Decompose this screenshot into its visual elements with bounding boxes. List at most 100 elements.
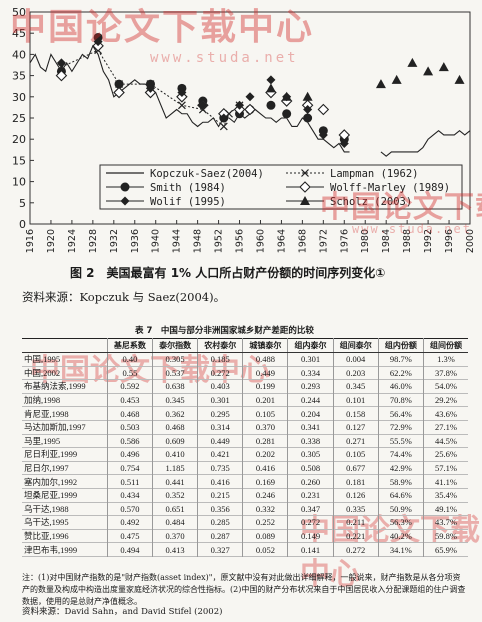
table-cell: 0.449 xyxy=(242,366,288,380)
table-cell: 40.2% xyxy=(377,529,424,543)
legend-swatch-marker xyxy=(300,196,310,205)
table-row-label: 中国,1995 xyxy=(24,354,61,365)
table-row: 乌干达,1988 0.570 0.651 0.356 0.332 0.347 0.335 50… xyxy=(22,502,468,516)
y-tick-label: 35 xyxy=(12,70,26,83)
table-cell: 1.185 xyxy=(151,461,198,475)
table-cell: 0.416 xyxy=(242,461,288,475)
chart-axes: 0 5 10 15 20 25 30 35 40 45 50 1916 1920 1924 1928 1932… xyxy=(12,6,476,253)
table-cell: 0.494 xyxy=(106,542,153,557)
comparison-table: 基尼系数 泰尔指数 农村泰尔 城镇泰尔 组内泰尔 组间泰尔 组内份额 组间份额 中国,1995… xyxy=(22,338,468,557)
x-marker-stroke xyxy=(301,169,309,177)
table-cell: 0.231 xyxy=(287,488,334,503)
table-header-cell: 基尼系数 xyxy=(106,338,153,353)
watermark-url: www.studa.net xyxy=(150,50,299,66)
data-point-wolff-marley xyxy=(55,69,68,82)
x-tick-label: 1924 xyxy=(67,229,78,253)
data-point-wolff xyxy=(235,100,245,110)
table-cell: 0.362 xyxy=(151,406,198,421)
table-row-label: 布基纳法索,1999 xyxy=(24,381,86,392)
y-tick-label: 15 xyxy=(12,154,26,167)
table-cell: 0.221 xyxy=(332,529,379,543)
table-cell: 0.338 xyxy=(287,434,334,448)
table-cell: 0.314 xyxy=(197,420,243,435)
table-row-label: 马达加斯加,1997 xyxy=(24,422,86,433)
table-cell: 0.370 xyxy=(151,529,198,543)
table-cell: 0.492 xyxy=(106,515,153,530)
figure-source: 资料来源：Kopczuk 与 Saez(2004)。 xyxy=(22,290,226,304)
table-cell: 0.149 xyxy=(287,529,334,543)
table-cell: 0.203 xyxy=(332,366,379,380)
data-point-smith xyxy=(303,113,313,123)
table-cell: 43.7% xyxy=(422,515,468,530)
table-header-cell: 组间泰尔 xyxy=(332,338,379,353)
series-line-kopczuk-saez xyxy=(29,44,350,153)
data-point-wolff xyxy=(177,88,187,98)
table-cell: 0.347 xyxy=(287,502,334,516)
x-tick-label: 1968 xyxy=(297,229,308,253)
table-cell: 44.5% xyxy=(422,434,468,448)
table-cell: 0.335 xyxy=(332,502,379,516)
table-cell: 0.421 xyxy=(197,447,243,462)
data-point-scholz xyxy=(407,57,418,67)
table-row-label: 尼日尔,1997 xyxy=(24,463,69,474)
table-cell: 0.55 xyxy=(106,366,153,380)
table-cell: 25.6% xyxy=(422,447,468,462)
table-row: 坦桑尼亚,1999 0.434 0.352 0.215 0.246 0.231 0.126 6… xyxy=(22,488,468,503)
data-point-wolff xyxy=(245,92,255,102)
table-row: 马达加斯加,1997 0.503 0.468 0.314 0.370 0.341 0.127… xyxy=(22,420,468,435)
table-row-label: 乌干达,1988 xyxy=(24,503,69,514)
table-cell: 50.9% xyxy=(377,502,424,516)
table-cell: 0.271 xyxy=(332,434,379,448)
y-tick-label: 5 xyxy=(19,197,26,210)
table-row: 肯尼亚,1998 0.468 0.362 0.295 0.105 0.204 0.158 56… xyxy=(22,406,468,421)
data-point-smith xyxy=(282,109,292,119)
table-cell: 0.334 xyxy=(287,366,334,380)
table-cell: 0.281 xyxy=(242,434,288,448)
y-tick-label: 50 xyxy=(12,6,26,19)
table-cell: 56.3% xyxy=(377,515,424,530)
table-cell: 0.352 xyxy=(151,488,198,503)
table-cell: 43.6% xyxy=(422,406,468,421)
table-cell: 0.126 xyxy=(332,488,379,503)
table-cell: 0.089 xyxy=(242,529,288,543)
data-point-scholz xyxy=(302,91,313,101)
table-row-label: 马里,1995 xyxy=(24,435,61,446)
table-cell: 74.4% xyxy=(377,447,424,462)
data-point-wolff xyxy=(303,105,313,115)
legend-swatch-marker xyxy=(299,181,311,193)
data-point-wolff-marley xyxy=(317,103,330,116)
legend-swatch-marker xyxy=(301,169,309,177)
data-point-scholz xyxy=(391,74,402,84)
table-row: 加纳,1998 0.453 0.345 0.301 0.201 0.244 0.101 70.… xyxy=(22,393,468,407)
table-cell: 56.4% xyxy=(377,406,424,421)
table-cell: 0.105 xyxy=(332,447,379,462)
x-tick-label: 1920 xyxy=(46,229,57,253)
table-row: 中国,1995 0.40 0.305 0.185 0.488 0.301 0.004 98.7… xyxy=(22,352,468,367)
figure-caption: 图 2 美国最富有 1% 人口所占财产份额的时间序列变化① xyxy=(70,266,386,280)
table-cell: 0.204 xyxy=(287,406,334,421)
x-tick-label: 1952 xyxy=(214,229,225,253)
legend-swatch-marker xyxy=(120,196,130,206)
table-cell: 0.341 xyxy=(287,420,334,435)
table-cell: 0.511 xyxy=(106,474,153,489)
x-tick-label: 1932 xyxy=(109,229,120,253)
data-point-scholz xyxy=(281,91,292,101)
data-point-lampman xyxy=(177,101,186,110)
table-cell: 0.488 xyxy=(242,352,288,367)
table-cell: 0.570 xyxy=(106,502,153,516)
table-cell: 65.9% xyxy=(422,542,468,557)
table-cell: 58.9% xyxy=(377,474,424,489)
table-cell: 98.7% xyxy=(377,352,424,367)
table-header-cell: 城镇泰尔 xyxy=(242,338,288,353)
table-cell: 62.2% xyxy=(377,366,424,380)
table-cell: 0.468 xyxy=(151,420,198,435)
x-tick-label: 1988 xyxy=(402,229,413,253)
table-cell: 29.2% xyxy=(422,393,468,407)
table-row-label: 塞内加尔,1992 xyxy=(24,476,78,487)
y-tick-label: 25 xyxy=(12,112,26,125)
table-header-cell: 组内份额 xyxy=(377,338,424,353)
table-cell: 0.295 xyxy=(197,406,243,421)
table-cell: 54.0% xyxy=(422,379,468,394)
x-tick-label: 1980 xyxy=(360,229,371,253)
y-tick-label: 20 xyxy=(12,133,26,146)
